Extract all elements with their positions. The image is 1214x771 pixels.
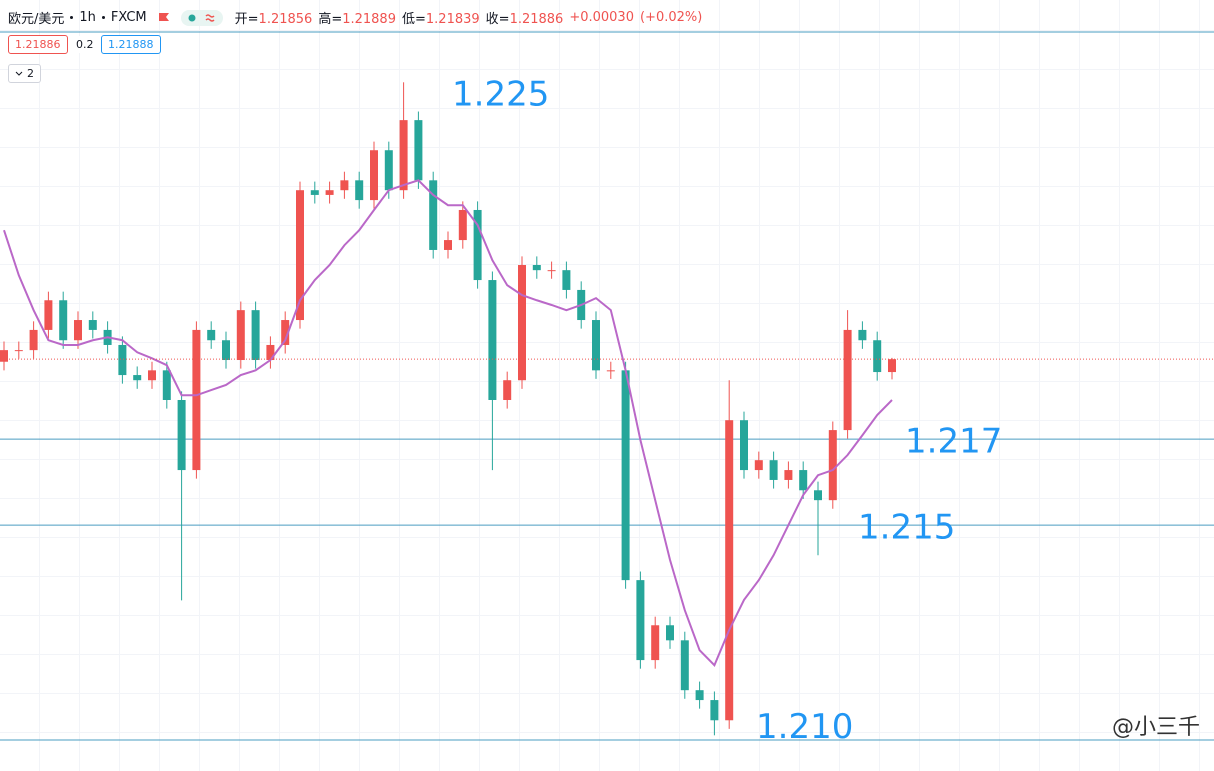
candle-body bbox=[828, 430, 837, 501]
candle-body bbox=[88, 320, 97, 330]
candle-body bbox=[207, 329, 216, 341]
candle-body bbox=[873, 340, 882, 373]
open-label: 开= bbox=[234, 12, 259, 27]
candle-body bbox=[325, 190, 334, 195]
open-value: 1.21856 bbox=[258, 12, 313, 27]
candle-body bbox=[59, 300, 68, 341]
candle-body bbox=[133, 375, 142, 381]
status-badge[interactable] bbox=[180, 9, 223, 27]
candle-body bbox=[177, 399, 186, 471]
candle-body bbox=[814, 490, 822, 501]
high-value: 1.21889 bbox=[342, 12, 396, 27]
candle-body bbox=[488, 280, 497, 400]
change-pct: (+0.02%) bbox=[639, 10, 703, 25]
change: +0.00030 bbox=[569, 10, 634, 25]
candle-body bbox=[592, 320, 600, 371]
candle-body bbox=[281, 320, 290, 345]
candle-body bbox=[651, 625, 660, 661]
candle-body bbox=[399, 120, 408, 191]
candle-body bbox=[769, 460, 778, 480]
candle-body bbox=[266, 344, 275, 361]
indicator-toggle[interactable]: 2 bbox=[8, 64, 41, 83]
candle-body bbox=[162, 370, 171, 400]
candle-body bbox=[503, 380, 512, 400]
spread: 0.2 bbox=[70, 36, 100, 53]
candle-body bbox=[444, 240, 452, 250]
candle-body bbox=[118, 344, 127, 376]
candle-body bbox=[606, 370, 615, 372]
candle-body bbox=[740, 420, 748, 471]
candle-body bbox=[192, 329, 201, 471]
close-label: 收= bbox=[485, 12, 510, 27]
ask-button[interactable]: 1.21888 bbox=[101, 35, 161, 54]
candle-body bbox=[310, 190, 319, 195]
level-label: 1.210 bbox=[756, 707, 853, 747]
level-label: 1.215 bbox=[858, 508, 955, 548]
candle-body bbox=[14, 350, 23, 352]
close-value: 1.21886 bbox=[509, 12, 564, 27]
candle-body bbox=[725, 420, 734, 721]
candle-body bbox=[355, 180, 364, 201]
symbol[interactable]: 欧元/美元 bbox=[8, 12, 65, 27]
candle-body bbox=[666, 625, 674, 641]
low-label: 低= bbox=[401, 12, 426, 27]
candle-body bbox=[784, 470, 793, 480]
candle-body bbox=[429, 180, 438, 250]
candle-body bbox=[547, 270, 556, 272]
candle-body bbox=[532, 265, 541, 271]
candle-body bbox=[74, 320, 82, 341]
candle-body bbox=[621, 370, 630, 581]
candle-body bbox=[858, 329, 867, 341]
candle-body bbox=[799, 470, 808, 491]
candle-body bbox=[340, 180, 349, 191]
annotation: 1.225 bbox=[452, 75, 549, 115]
candle-body bbox=[384, 150, 393, 191]
candle-body bbox=[680, 640, 689, 691]
candle-body bbox=[0, 350, 8, 362]
candle-body bbox=[458, 209, 467, 241]
candle-body bbox=[296, 190, 304, 321]
candle-body bbox=[44, 300, 53, 330]
source: FXCM bbox=[110, 10, 147, 25]
header: 欧元/美元 1h FXCM 开=1.21856 高=1.21889 低=1.21… bbox=[8, 8, 702, 27]
level-label: 1.217 bbox=[905, 422, 1002, 462]
candle-body bbox=[518, 265, 526, 381]
candle-body bbox=[473, 209, 482, 281]
chevron-icon bbox=[15, 71, 23, 76]
bid-button[interactable]: 1.21886 bbox=[8, 35, 68, 54]
indicator-count: 2 bbox=[27, 67, 34, 80]
candle-body bbox=[236, 310, 245, 361]
candle-body bbox=[414, 120, 423, 181]
candle-body bbox=[370, 150, 378, 201]
candle-body bbox=[636, 580, 645, 661]
interval[interactable]: 1h bbox=[79, 10, 96, 25]
candle-body bbox=[148, 370, 156, 381]
candle-body bbox=[29, 329, 38, 351]
moving-average bbox=[3, 179, 893, 668]
candle-body bbox=[710, 700, 719, 721]
candle-body bbox=[888, 359, 896, 373]
candle-body bbox=[695, 690, 704, 701]
candle-body bbox=[754, 460, 763, 471]
candle-body bbox=[222, 340, 230, 361]
low-value: 1.21839 bbox=[425, 12, 480, 27]
high-label: 高= bbox=[318, 12, 343, 27]
candle-body bbox=[843, 329, 852, 431]
candle-body bbox=[562, 270, 571, 290]
watermark: @小三千 bbox=[1111, 715, 1200, 740]
flag-icon[interactable] bbox=[153, 11, 175, 25]
candle-body bbox=[251, 310, 260, 361]
